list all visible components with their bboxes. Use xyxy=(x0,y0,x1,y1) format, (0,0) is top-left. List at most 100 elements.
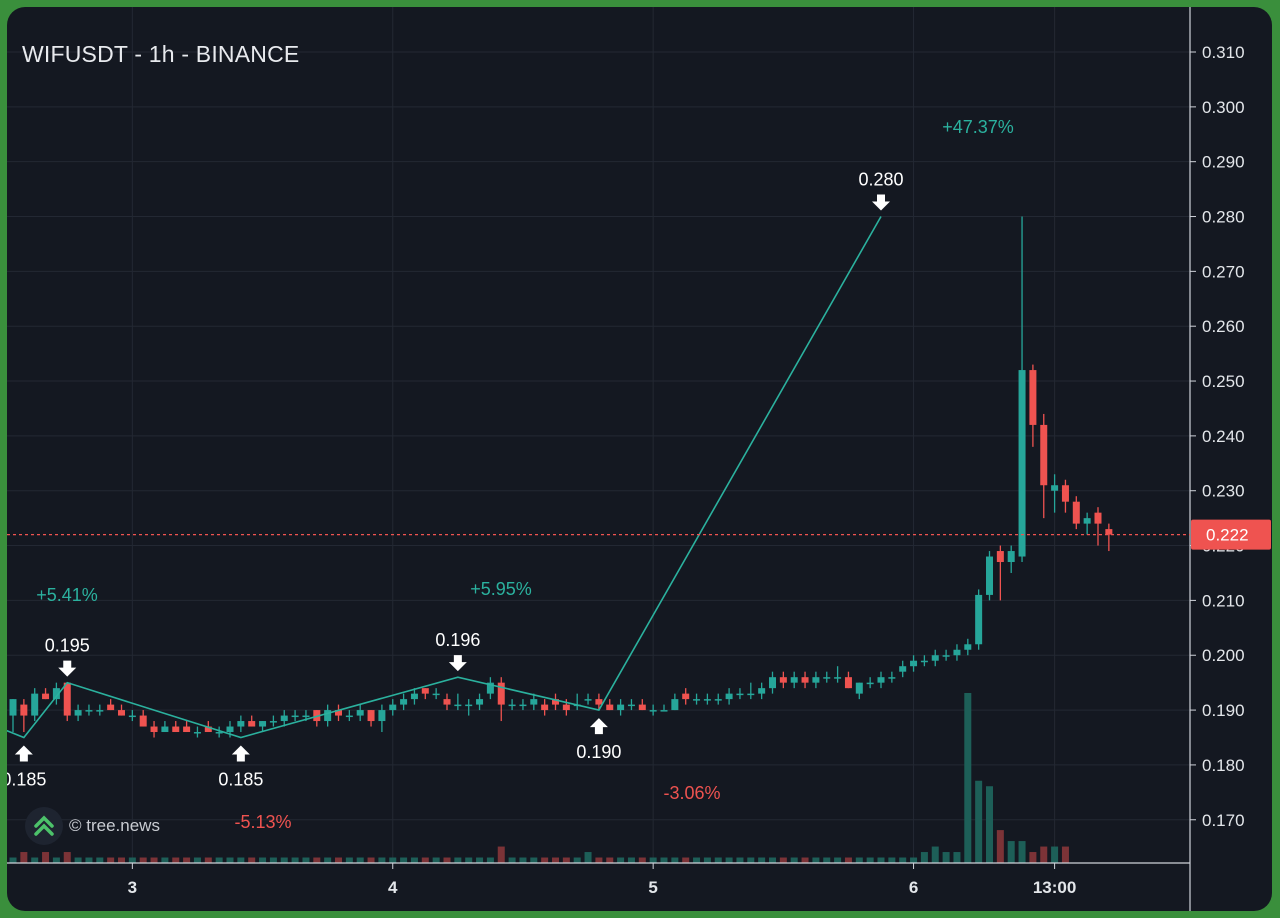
volume-bar xyxy=(573,857,581,863)
pivot-change-label: +5.95% xyxy=(470,579,532,599)
volume-bar xyxy=(96,857,104,863)
volume-bar xyxy=(779,857,787,863)
candle-body xyxy=(324,710,332,722)
candle-body xyxy=(356,710,364,716)
candle-body xyxy=(541,704,549,711)
candle-body xyxy=(183,726,191,733)
volume-bar xyxy=(128,857,136,863)
candle-body xyxy=(367,710,375,722)
candle-body xyxy=(42,693,50,700)
volume-bar xyxy=(172,857,180,863)
volume-bar xyxy=(389,857,397,863)
candle-body xyxy=(627,704,635,707)
volume-bar xyxy=(269,857,277,863)
volume-bar xyxy=(280,857,288,863)
volume-bar xyxy=(627,857,635,863)
pivot-change-label: +47.37% xyxy=(942,117,1014,137)
volume-bar xyxy=(790,857,798,863)
volume-bar xyxy=(1018,841,1026,863)
x-tick-label: 4 xyxy=(388,878,398,897)
zigzag-indicator: 0.185.50.195+5.41%0.185-5.13%0.196+5.95%… xyxy=(7,117,1014,832)
candle-body xyxy=(834,677,842,679)
volume-bar xyxy=(150,857,158,863)
volume-bar xyxy=(638,857,646,863)
y-tick-label: 0.300 xyxy=(1202,98,1245,117)
candle-body xyxy=(986,556,993,595)
volume-bar xyxy=(85,857,93,863)
candle-body xyxy=(942,655,950,657)
candle-body xyxy=(52,688,60,700)
watermark-text: © tree.news xyxy=(69,816,160,835)
volume-bar xyxy=(682,857,690,863)
y-tick-label: 0.210 xyxy=(1202,591,1245,610)
candle-body xyxy=(378,710,386,722)
volume-bar xyxy=(313,857,321,863)
candle-body xyxy=(736,693,744,696)
candle-body xyxy=(389,704,397,711)
candle-body xyxy=(508,704,516,707)
volume-bar xyxy=(42,852,50,863)
volume-bar xyxy=(714,857,722,863)
volume-bar xyxy=(866,857,874,863)
volume-bar xyxy=(465,857,473,863)
volume-bar xyxy=(291,857,299,863)
candle-body xyxy=(747,693,755,696)
candle-body xyxy=(248,721,256,727)
y-tick-label: 0.170 xyxy=(1202,811,1245,830)
candle-body xyxy=(335,710,342,716)
volume-bar xyxy=(356,857,364,863)
candle-body xyxy=(443,699,451,705)
zigzag-line xyxy=(7,216,882,739)
volume-bar xyxy=(421,857,429,863)
candle-body xyxy=(432,693,440,696)
candle-body xyxy=(85,710,93,712)
volume-bar xyxy=(942,852,950,863)
y-tick-label: 0.290 xyxy=(1202,153,1245,172)
candle-body xyxy=(204,726,212,733)
candle-body xyxy=(552,699,559,705)
candle-body xyxy=(454,704,462,707)
candle-body xyxy=(899,666,907,672)
volume-bar xyxy=(747,857,755,863)
candle-body xyxy=(855,682,863,694)
candlestick-chart[interactable]: 0.185.50.195+5.41%0.185-5.13%0.196+5.95%… xyxy=(7,7,1272,911)
candle-body xyxy=(9,699,17,716)
axes: 0.310 0.300 0.290 0.280 0.270 0.260 0.250 0.240… xyxy=(7,7,1271,911)
volume-bar xyxy=(31,857,39,863)
candle-body xyxy=(215,732,223,734)
candle-body xyxy=(193,732,201,734)
volume-bar xyxy=(63,852,71,863)
candle-body xyxy=(725,693,733,700)
volume-bar xyxy=(107,857,115,863)
pivot-change-label: -5.13% xyxy=(234,812,291,832)
candle-body xyxy=(714,699,722,701)
candle-body xyxy=(20,704,28,716)
candle-body xyxy=(812,677,820,683)
y-tick-label: 0.280 xyxy=(1202,208,1245,227)
y-tick-label: 0.190 xyxy=(1202,701,1245,720)
volume-bar xyxy=(367,857,375,863)
volume-bar xyxy=(1007,841,1015,863)
pivot-price-label: 0.190 xyxy=(576,742,621,762)
volume-bar xyxy=(606,857,614,863)
candle-body xyxy=(693,699,701,701)
volume-bar xyxy=(74,857,82,863)
volume-bar xyxy=(237,857,245,863)
volume-bar xyxy=(9,857,17,863)
candle-body xyxy=(638,704,646,711)
candle-body xyxy=(150,726,158,733)
candle-body xyxy=(910,660,918,667)
volume-bar xyxy=(899,857,907,863)
candle-body xyxy=(790,677,798,683)
volume-bar xyxy=(204,857,212,863)
volume-bar xyxy=(562,857,570,863)
candle-body xyxy=(172,726,180,733)
volume-bar xyxy=(486,857,494,863)
candle-body xyxy=(476,699,484,705)
volume-bar xyxy=(20,852,28,863)
candle-body xyxy=(920,660,928,663)
volume-bar xyxy=(725,857,733,863)
candle-body xyxy=(844,677,852,689)
candle-body xyxy=(888,677,896,679)
volume-bar xyxy=(552,857,559,863)
